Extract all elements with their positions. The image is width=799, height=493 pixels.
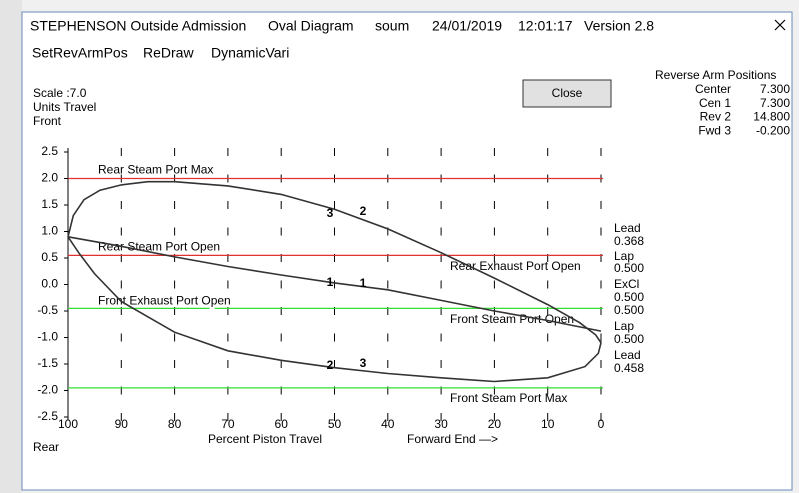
x-tick-label: 90 <box>115 417 129 431</box>
close-x[interactable] <box>774 19 786 31</box>
lead-lap-label: 0.368 <box>614 234 644 248</box>
title-part: Version 2.8 <box>584 18 654 34</box>
curve-marker: 1 <box>360 276 367 290</box>
close-button[interactable]: Close <box>522 79 612 108</box>
reference-label: Rear Steam Port Max <box>98 163 213 177</box>
y-tick-label: -1.0 <box>37 330 58 344</box>
title-bar <box>23 13 791 41</box>
x-tick-label: 20 <box>488 417 502 431</box>
client-area <box>23 67 791 489</box>
left-strip <box>0 0 22 493</box>
lead-lap-label: 0.500 <box>614 261 644 275</box>
y-tick-label: 1.0 <box>41 224 58 238</box>
lead-lap-label: 0.500 <box>614 303 644 317</box>
arm-label: Center <box>695 82 731 96</box>
curve-marker: 3 <box>327 206 334 220</box>
lead-lap-label: Lap <box>614 249 634 263</box>
lead-lap-label: Lead <box>614 348 641 362</box>
reference-label: Rear Steam Port Open <box>98 240 220 254</box>
port-note: Front Steam Port Open <box>450 312 574 326</box>
y-tick-label: -2.0 <box>37 383 58 397</box>
panel-title: Reverse Arm Positions <box>655 68 776 82</box>
arm-value: 7.300 <box>760 96 790 110</box>
front-label: Front <box>33 114 62 128</box>
curve-marker: 2 <box>360 204 367 218</box>
lead-lap-label: 0.458 <box>614 361 644 375</box>
y-tick-label: 1.5 <box>41 197 58 211</box>
arm-label: Cen 1 <box>699 96 731 110</box>
x-tick-label: 30 <box>434 417 448 431</box>
title-part: 12:01:17 <box>518 18 573 34</box>
curve <box>67 236 602 332</box>
title-part: Oval Diagram <box>268 18 354 34</box>
curve-marker: 3 <box>360 356 367 370</box>
x-tick-label: 40 <box>381 417 395 431</box>
title-part: soum <box>375 18 409 34</box>
x-axis-label: Percent Piston Travel <box>208 432 322 446</box>
arm-value: 14.800 <box>753 110 790 124</box>
x-tick-label: 70 <box>221 417 235 431</box>
y-tick-label: 2.5 <box>41 144 58 158</box>
arm-table: Center 7.300 Cen 1 7.300 Rev 2 14.800 Fwd 3 -0.… <box>695 82 790 137</box>
lead-lap-label: 0.500 <box>614 290 644 304</box>
lead-lap-label: Lap <box>614 319 634 333</box>
curve-marker: 1 <box>327 275 334 289</box>
y-tick-label: 2.0 <box>41 171 58 185</box>
title-text: STEPHENSON Outside Admission Oval Diagram… <box>30 18 654 34</box>
reference-label: Front Steam Port Max <box>450 391 567 405</box>
y-tick-label: -0.5 <box>37 303 58 317</box>
x-tick-label: 0 <box>598 417 605 431</box>
arm-label: Rev 2 <box>700 110 732 124</box>
y-tick-label: -2.5 <box>37 409 58 423</box>
title-part: STEPHENSON Outside Admission <box>30 18 246 34</box>
curve-marker: 2 <box>327 358 334 372</box>
x-tick-label: 60 <box>275 417 289 431</box>
menu-bar <box>23 41 791 67</box>
title-part: 24/01/2019 <box>432 18 502 34</box>
menu-item[interactable]: ReDraw <box>143 45 194 61</box>
lead-lap-label: 0.500 <box>614 332 644 346</box>
button-label[interactable]: Close <box>552 86 583 100</box>
x-tick-label: 10 <box>541 417 555 431</box>
y-tick-label: 0.0 <box>41 277 58 291</box>
lead-lap-label: ExCl <box>614 277 639 291</box>
y-tick-label: -1.5 <box>37 356 58 370</box>
port-note: Rear Exhaust Port Open <box>450 259 581 273</box>
arm-value: -0.200 <box>756 123 790 137</box>
rear-label: Rear <box>33 440 59 454</box>
arm-label: Fwd 3 <box>698 123 731 137</box>
x-tick-label: 50 <box>328 417 342 431</box>
reference-label: Front Exhaust Port Open <box>98 294 231 308</box>
curve <box>67 180 602 383</box>
x-axis-label-right: Forward End —> <box>407 432 498 446</box>
x-tick-label: 100 <box>58 417 78 431</box>
y-tick-label: 0.5 <box>41 250 58 264</box>
scale-label: Scale :7.0 <box>33 86 87 100</box>
lead-lap-label: Lead <box>614 221 641 235</box>
button-face[interactable] <box>522 79 612 108</box>
menu-item[interactable]: DynamicVari <box>211 45 289 61</box>
x-tick-label: 80 <box>168 417 182 431</box>
units-label: Units Travel <box>33 100 96 114</box>
arm-value: 7.300 <box>760 82 790 96</box>
menu-item[interactable]: SetRevArmPos <box>32 45 128 61</box>
